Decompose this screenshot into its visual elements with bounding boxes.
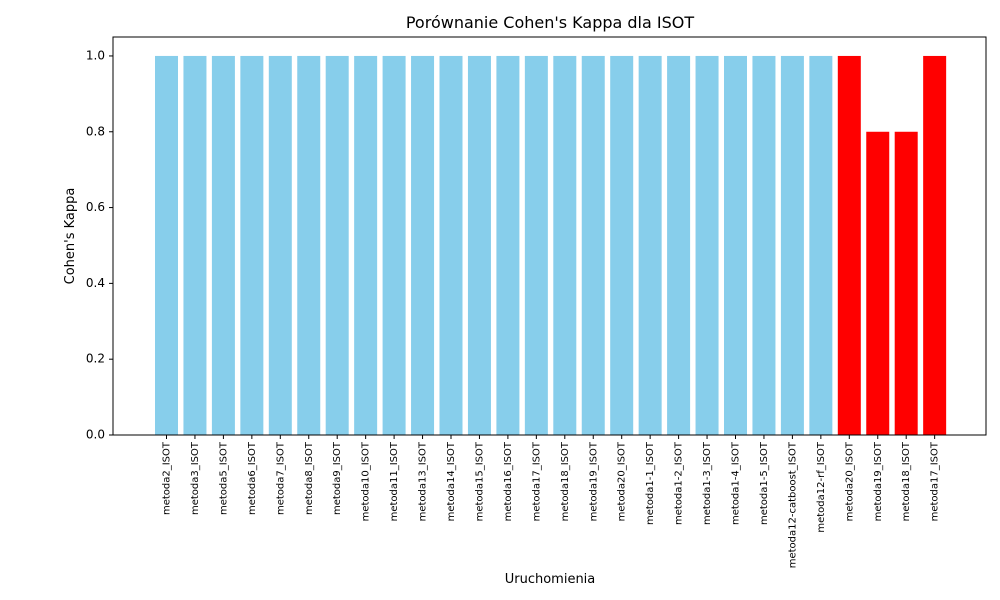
x-tick-label-0: metoda2_ISOT — [162, 441, 173, 515]
bar-19 — [695, 55, 719, 435]
x-tick-label-11: metoda15_ISOT — [474, 441, 485, 521]
bar-6 — [325, 55, 349, 435]
y-tick-label-5: 1.0 — [86, 48, 105, 62]
x-tick-label-25: metoda19_ISOT — [873, 441, 884, 521]
x-tick-label-16: metoda20_ISOT — [617, 441, 628, 521]
x-tick-label-2: metoda5_ISOT — [218, 441, 229, 515]
bar-18 — [667, 55, 691, 435]
bars-group — [155, 55, 947, 435]
x-tick-label-24: metoda20_ISOT — [844, 441, 855, 521]
x-tick-label-15: metoda19_ISOT — [588, 441, 599, 521]
bar-16 — [610, 55, 634, 435]
bar-10 — [439, 55, 463, 435]
y-tick-label-3: 0.6 — [86, 200, 105, 214]
x-tick-label-18: metoda1-2_ISOT — [674, 441, 685, 525]
y-tick-label-4: 0.8 — [86, 124, 105, 138]
y-tick-label-2: 0.4 — [86, 276, 105, 290]
bar-24 — [837, 55, 861, 435]
x-tick-label-23: metoda12-rf_ISOT — [816, 441, 827, 533]
x-tick-label-6: metoda9_ISOT — [332, 441, 343, 515]
bar-17 — [638, 55, 662, 435]
x-tick-label-22: metoda12-catboost_ISOT — [787, 441, 798, 568]
bar-9 — [411, 55, 435, 435]
x-tick-label-5: metoda8_ISOT — [304, 441, 315, 515]
x-tick-label-3: metoda6_ISOT — [247, 441, 258, 515]
bar-12 — [496, 55, 520, 435]
y-axis-label: Cohen's Kappa — [63, 188, 78, 285]
bar-8 — [382, 55, 406, 435]
bar-2 — [211, 55, 235, 435]
x-axis-label: Uruchomienia — [505, 572, 596, 587]
bar-15 — [581, 55, 605, 435]
bar-5 — [297, 55, 321, 435]
y-axis: 0.0 0.2 0.4 0.6 0.8 1.0 — [86, 48, 113, 442]
bar-3 — [240, 55, 264, 435]
bar-20 — [724, 55, 747, 435]
bar-4 — [268, 55, 292, 435]
x-tick-label-26: metoda18_ISOT — [901, 441, 912, 521]
x-tick-label-9: metoda13_ISOT — [418, 441, 429, 521]
bar-7 — [354, 55, 378, 435]
x-tick-label-8: metoda11_ISOT — [389, 441, 400, 521]
x-axis: metoda2_ISOT metoda3_ISOT metoda5_ISOT meto… — [162, 435, 941, 568]
bar-26 — [894, 131, 918, 435]
x-tick-label-4: metoda7_ISOT — [275, 441, 286, 515]
x-tick-label-17: metoda1-1_ISOT — [645, 441, 656, 525]
x-tick-label-10: metoda14_ISOT — [446, 441, 457, 521]
x-tick-label-13: metoda17_ISOT — [531, 441, 542, 521]
x-tick-label-1: metoda3_ISOT — [190, 441, 201, 515]
x-tick-label-19: metoda1-3_ISOT — [702, 441, 713, 525]
y-tick-label-1: 0.2 — [86, 352, 105, 366]
bar-11 — [467, 55, 491, 435]
x-tick-label-21: metoda1-5_ISOT — [759, 441, 770, 525]
bar-21 — [752, 55, 776, 435]
plot-area-frame — [112, 36, 987, 436]
bar-1 — [183, 55, 207, 435]
bar-13 — [524, 55, 548, 435]
bar-14 — [553, 55, 577, 435]
x-tick-label-14: metoda18_ISOT — [560, 441, 571, 521]
x-tick-label-7: metoda10_ISOT — [361, 441, 372, 521]
y-tick-label-0: 0.0 — [86, 428, 105, 442]
x-tick-label-27: metoda17_ISOT — [930, 441, 941, 521]
x-tick-label-12: metoda16_ISOT — [503, 441, 514, 521]
bar-25 — [866, 131, 890, 435]
bar-27 — [923, 55, 947, 435]
chart-title: Porównanie Cohen's Kappa dla ISOT — [406, 13, 695, 32]
bar-0 — [155, 55, 178, 435]
bar-22 — [780, 55, 804, 435]
x-tick-label-20: metoda1-4_ISOT — [731, 441, 742, 525]
bar-23 — [809, 55, 833, 435]
